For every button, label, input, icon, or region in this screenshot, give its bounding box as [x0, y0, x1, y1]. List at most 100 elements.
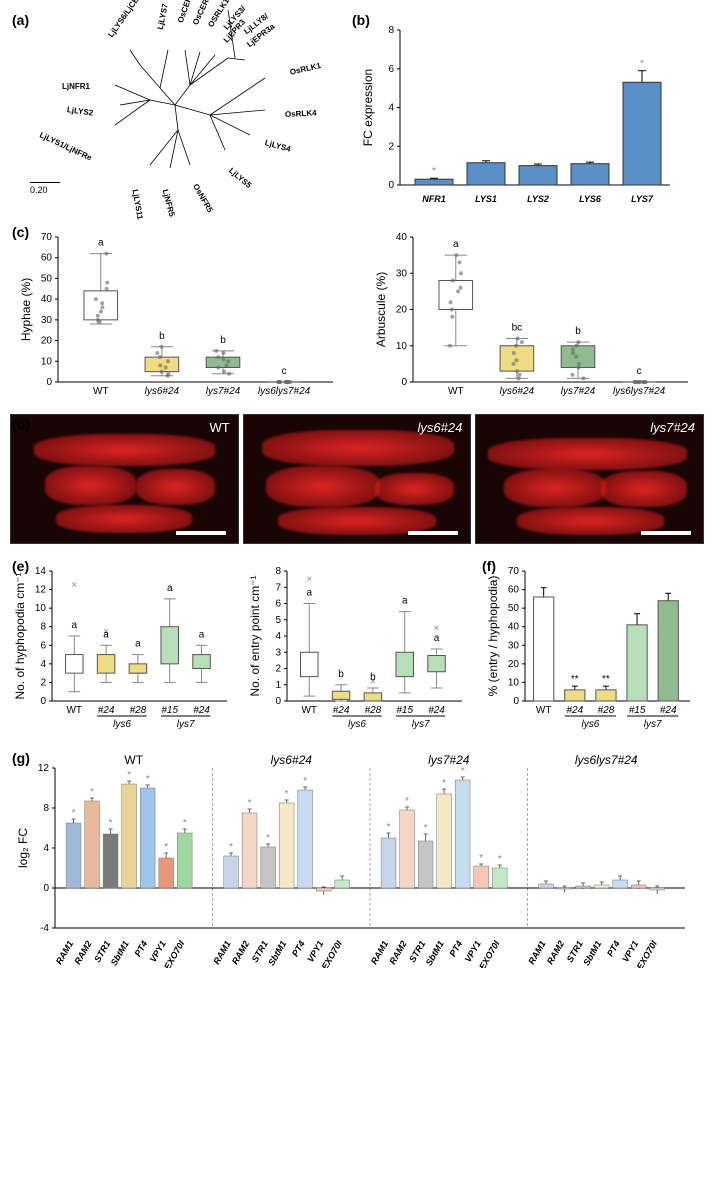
svg-text:lys7: lys7	[412, 719, 430, 730]
svg-text:14: 14	[35, 566, 47, 577]
svg-text:SbtM1: SbtM1	[109, 939, 131, 967]
svg-text:bc: bc	[512, 323, 523, 334]
svg-text:0: 0	[46, 377, 52, 388]
svg-text:50: 50	[508, 603, 520, 614]
svg-text:#24: #24	[566, 705, 583, 716]
svg-text:0: 0	[513, 696, 519, 707]
svg-text:0: 0	[40, 696, 46, 707]
svg-text:40: 40	[41, 294, 53, 305]
micro-wt: WT	[10, 414, 239, 544]
row-g: (g) -404812log₂ FCWT*RAM1*RAM2*STR1*SbtM…	[10, 748, 704, 968]
svg-text:WT: WT	[301, 705, 317, 716]
svg-text:4: 4	[40, 659, 46, 670]
svg-text:lys6#24: lys6#24	[271, 753, 313, 767]
barchart-b-svg: 02468FC expressionNFR1*LYS1LYS2LYS6LYS7*	[350, 10, 690, 210]
svg-text:a: a	[306, 588, 312, 599]
svg-text:#24: #24	[98, 705, 115, 716]
row-ab: (a) OsCERK1OsCERK2OSRLK10/LjLYS3/LjEPR3L…	[10, 10, 704, 210]
svg-text:a: a	[434, 633, 440, 644]
svg-text:20: 20	[41, 336, 53, 347]
boxplot-hyphopodia: 02468101214No. of hyphopodia cm⁻¹×aWT×a#…	[10, 556, 235, 736]
svg-text:Hyphae (%): Hyphae (%)	[19, 278, 33, 341]
panel-f: (f) 010203040506070% (entry / hyphopodia…	[480, 556, 700, 736]
svg-text:Arbuscule (%): Arbuscule (%)	[374, 272, 388, 347]
svg-text:70: 70	[41, 232, 53, 243]
svg-text:a: a	[98, 238, 104, 249]
svg-text:lys6: lys6	[113, 719, 131, 730]
svg-text:3: 3	[275, 647, 281, 658]
svg-text:SbtM1: SbtM1	[424, 939, 446, 967]
svg-text:lys7#24: lys7#24	[428, 753, 470, 767]
svg-text:12: 12	[38, 763, 50, 774]
svg-text:7: 7	[275, 582, 281, 593]
svg-text:8: 8	[40, 622, 46, 633]
svg-text:**: **	[602, 674, 610, 685]
svg-text:0: 0	[388, 180, 394, 191]
svg-text:8: 8	[275, 566, 281, 577]
svg-text:lys7: lys7	[644, 719, 662, 730]
svg-text:LYS2: LYS2	[527, 194, 549, 204]
svg-text:*: *	[640, 59, 644, 70]
svg-text:40: 40	[396, 232, 408, 243]
micro-lys7: lys7#24	[475, 414, 704, 544]
svg-text:b: b	[220, 335, 226, 346]
svg-text:WT: WT	[124, 753, 143, 767]
svg-text:*: *	[72, 808, 76, 819]
svg-text:10: 10	[35, 603, 47, 614]
panel-f-label: (f)	[482, 558, 496, 574]
svg-text:c: c	[637, 366, 642, 377]
svg-text:lys6#24: lys6#24	[145, 386, 180, 397]
svg-text:*: *	[229, 842, 233, 853]
svg-text:#28: #28	[130, 705, 147, 716]
svg-text:b: b	[159, 331, 165, 342]
svg-text:*: *	[479, 853, 483, 864]
svg-text:*: *	[498, 854, 502, 865]
svg-text:a: a	[402, 596, 408, 607]
svg-text:*: *	[432, 166, 436, 177]
boxplot-arbuscule: 010203040Arbuscule (%)aWTbclys6#24blys7#…	[365, 222, 700, 402]
svg-text:0: 0	[275, 696, 281, 707]
svg-text:lys6lys7#24: lys6lys7#24	[575, 753, 638, 767]
scalebar-wt	[176, 531, 226, 535]
svg-text:40: 40	[508, 622, 520, 633]
svg-text:*: *	[146, 774, 150, 785]
svg-text:*: *	[461, 766, 465, 777]
svg-text:6: 6	[40, 640, 46, 651]
svg-text:1: 1	[275, 680, 281, 691]
svg-text:a: a	[167, 583, 173, 594]
svg-text:LYS1: LYS1	[475, 194, 497, 204]
boxplot-hyphae: 010203040506070Hyphae (%)aWTblys6#24blys…	[10, 222, 345, 402]
svg-text:20: 20	[508, 659, 520, 670]
svg-text:PT4: PT4	[132, 939, 149, 958]
svg-text:10: 10	[41, 356, 53, 367]
svg-text:PT4: PT4	[605, 939, 622, 958]
svg-text:0: 0	[401, 377, 407, 388]
svg-text:*: *	[405, 796, 409, 807]
svg-text:WT: WT	[93, 386, 109, 397]
svg-text:#24: #24	[428, 705, 445, 716]
svg-text:20: 20	[396, 305, 408, 316]
svg-text:FC expression: FC expression	[361, 69, 375, 146]
panel-d: (d) WT lys6#24 lys7#24	[10, 414, 704, 544]
svg-text:WT: WT	[536, 705, 552, 716]
svg-text:*: *	[387, 822, 391, 833]
micro-label-lys7: lys7#24	[650, 420, 695, 435]
panel-b: (b) 02468FC expressionNFR1*LYS1LYS2LYS6L…	[350, 10, 690, 210]
svg-text:4: 4	[388, 103, 394, 114]
panel-g-label: (g)	[12, 750, 30, 766]
svg-text:30: 30	[396, 268, 408, 279]
svg-text:60: 60	[41, 253, 53, 264]
svg-text:log₂ FC: log₂ FC	[16, 828, 30, 868]
panel-g: (g) -404812log₂ FCWT*RAM1*RAM2*STR1*SbtM…	[10, 748, 704, 968]
svg-text:PT4: PT4	[447, 939, 464, 958]
svg-text:lys6#24: lys6#24	[500, 386, 535, 397]
scalebar-lys6	[408, 531, 458, 535]
svg-text:#15: #15	[161, 705, 178, 716]
svg-text:0: 0	[43, 883, 49, 894]
svg-text:8: 8	[43, 803, 49, 814]
svg-text:2: 2	[40, 677, 46, 688]
svg-text:10: 10	[508, 677, 520, 688]
svg-text:5: 5	[275, 615, 281, 626]
panel-a: (a) OsCERK1OsCERK2OSRLK10/LjLYS3/LjEPR3L…	[10, 10, 340, 210]
figure-container: (a) OsCERK1OsCERK2OSRLK10/LjLYS3/LjEPR3L…	[0, 0, 714, 990]
